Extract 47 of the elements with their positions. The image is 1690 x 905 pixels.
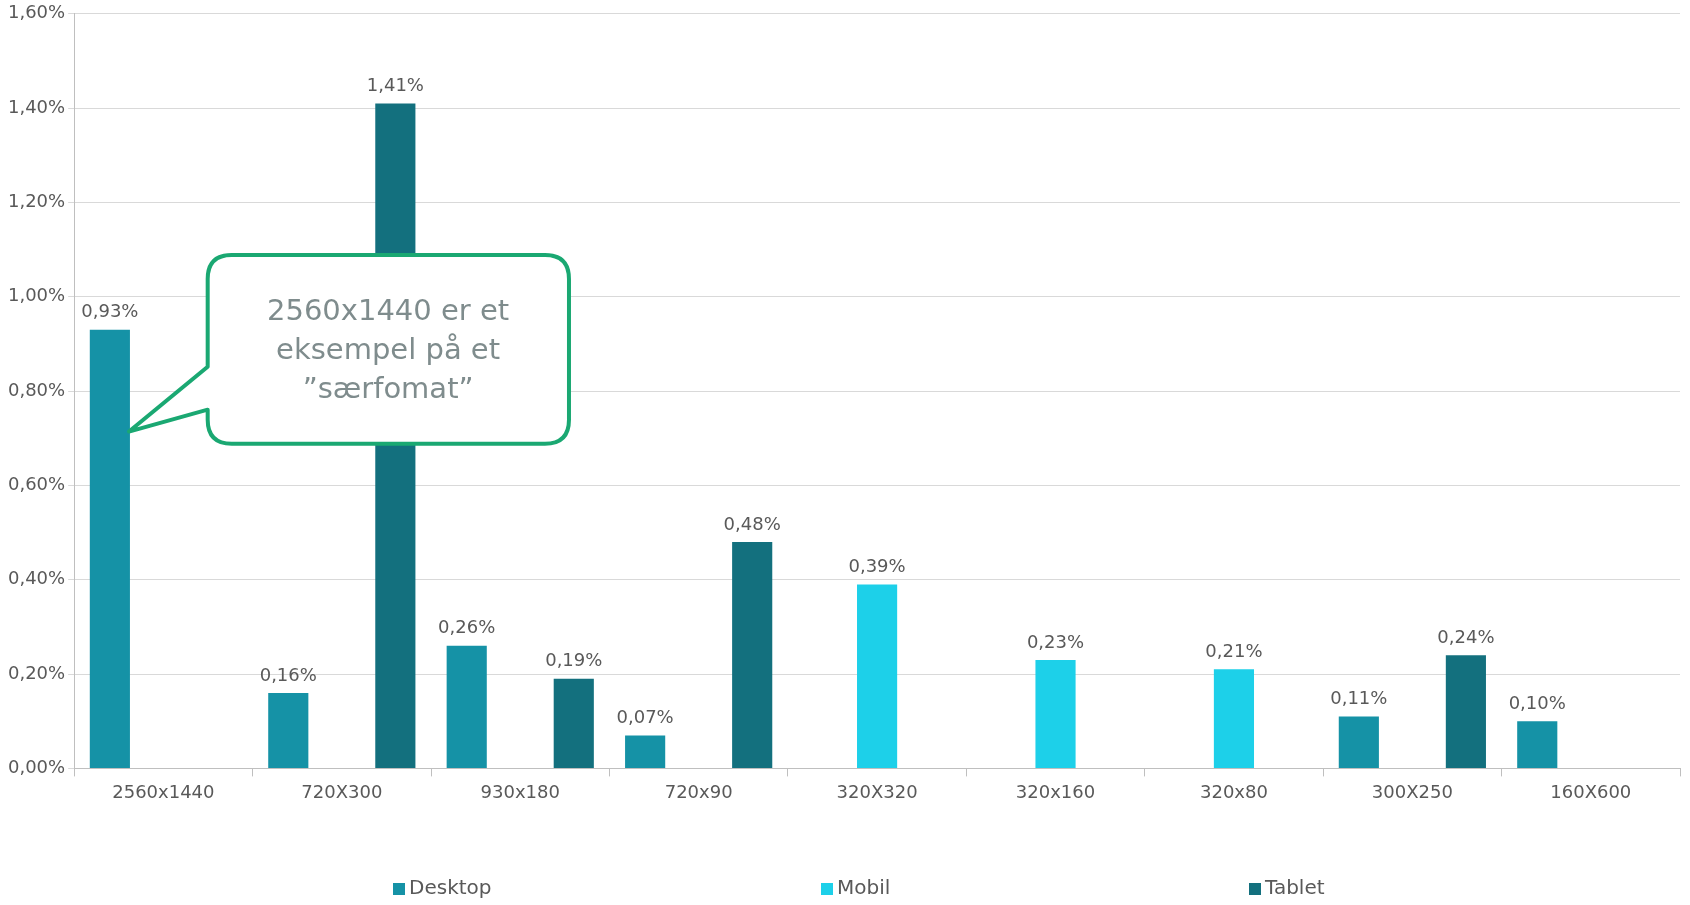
bar bbox=[446, 645, 487, 768]
bar bbox=[1445, 655, 1486, 768]
x-tick-label: 930x180 bbox=[480, 780, 560, 802]
data-label: 0,24% bbox=[1437, 625, 1495, 647]
x-tick-label: 320X320 bbox=[836, 780, 918, 802]
annotation: 2560x1440 er et eksempel på et ”særfomat” bbox=[266, 292, 511, 408]
x-tick-label: 160X600 bbox=[1550, 780, 1632, 802]
y-tick-label: 1,20% bbox=[7, 190, 66, 212]
x-tick-label: 2560x1440 bbox=[112, 780, 215, 802]
data-label: 0,07% bbox=[616, 706, 674, 728]
y-tick-label: 0,60% bbox=[7, 473, 66, 495]
bar bbox=[89, 329, 130, 768]
x-tick-label: 320x160 bbox=[1015, 780, 1096, 802]
bar bbox=[1213, 669, 1255, 768]
y-tick-label: 0,20% bbox=[7, 661, 66, 683]
bar bbox=[1517, 721, 1558, 768]
data-label: 0,48% bbox=[723, 512, 781, 534]
x-tick-label: 720x90 bbox=[664, 780, 733, 802]
bar bbox=[553, 678, 594, 768]
legend-label: Tablet bbox=[1264, 875, 1325, 900]
data-label: 0,23% bbox=[1026, 630, 1085, 652]
bar bbox=[625, 735, 666, 768]
data-label: 0,26% bbox=[438, 616, 496, 638]
legend-label: Desktop bbox=[409, 875, 492, 900]
data-label: 0,16% bbox=[259, 663, 317, 685]
x-tick-label: 300X250 bbox=[1371, 780, 1453, 802]
x-tick-label: 720X300 bbox=[301, 780, 383, 802]
x-tick-label: 320x80 bbox=[1199, 780, 1268, 802]
y-tick-label: 1,00% bbox=[7, 284, 66, 306]
bar bbox=[268, 692, 309, 768]
y-tick-label: 0,00% bbox=[7, 756, 66, 778]
y-tick-label: 0,80% bbox=[7, 378, 66, 400]
data-label: 0,39% bbox=[848, 555, 906, 577]
data-label: 1,41% bbox=[366, 74, 424, 96]
legend-label: Mobil bbox=[837, 875, 891, 900]
bar bbox=[857, 584, 898, 768]
data-label: 0,10% bbox=[1508, 691, 1566, 713]
data-label: 0,93% bbox=[81, 300, 139, 322]
y-tick-label: 1,40% bbox=[7, 95, 66, 117]
data-label: 0,19% bbox=[545, 649, 603, 671]
data-label: 0,21% bbox=[1205, 640, 1263, 662]
y-tick-label: 1,60% bbox=[7, 1, 66, 23]
data-label: 0,11% bbox=[1330, 687, 1388, 709]
y-tick-label: 0,40% bbox=[7, 567, 66, 589]
bar bbox=[732, 542, 773, 768]
bar bbox=[1338, 716, 1379, 768]
bar bbox=[1035, 659, 1076, 768]
